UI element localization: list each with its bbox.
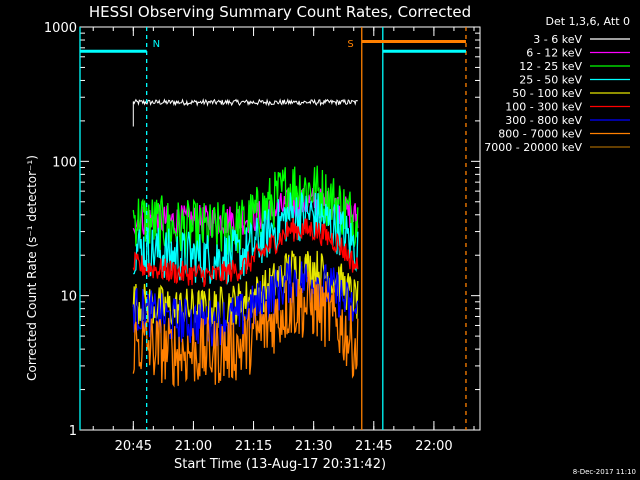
y-tick-label: 1 [69,424,77,439]
timestamp: 8-Dec-2017 11:10 [573,468,636,476]
marker-label: S [347,39,353,50]
y-tick-label: 1000 [44,21,77,36]
x-tick-label: 21:30 [295,439,332,454]
x-tick-label: 21:00 [175,439,212,454]
x-tick-label: 20:45 [115,439,152,454]
chart-title: HESSI Observing Summary Count Rates, Cor… [89,3,471,21]
legend-label: 7000 - 20000 keV [484,141,582,154]
series-line-5 [132,217,359,287]
legend-label: 12 - 25 keV [519,60,582,73]
legend-label: 25 - 50 keV [519,74,582,87]
series-line-7 [132,271,359,388]
series-line-0 [132,97,358,127]
x-tick-label: 21:15 [235,439,272,454]
legend-label: 800 - 7000 keV [498,128,582,141]
y-tick-label: 10 [60,290,77,305]
x-axis-label: Start Time (13-Aug-17 20:31:42) [174,457,386,472]
marker-label: N [153,39,160,50]
legend-label: 300 - 800 keV [505,114,582,127]
x-tick-label: 21:45 [355,439,392,454]
y-tick-label: 100 [52,155,77,170]
x-tick-label: 22:00 [415,439,452,454]
legend-label: 3 - 6 keV [533,33,582,46]
plot-axes: 1 10 100 1000 20:45 21:00 21:15 21:30 21:45 22:00 [44,21,481,454]
legend-label: 50 - 100 keV [512,87,582,100]
legend-header: Det 1,3,6, Att 0 [546,15,630,28]
series-layer [132,97,359,388]
legend-label: 6 - 12 keV [526,47,582,60]
y-axis-label: Corrected Count Rate (s⁻¹ detector⁻¹) [25,155,39,381]
legend-label: 100 - 300 keV [505,101,582,114]
